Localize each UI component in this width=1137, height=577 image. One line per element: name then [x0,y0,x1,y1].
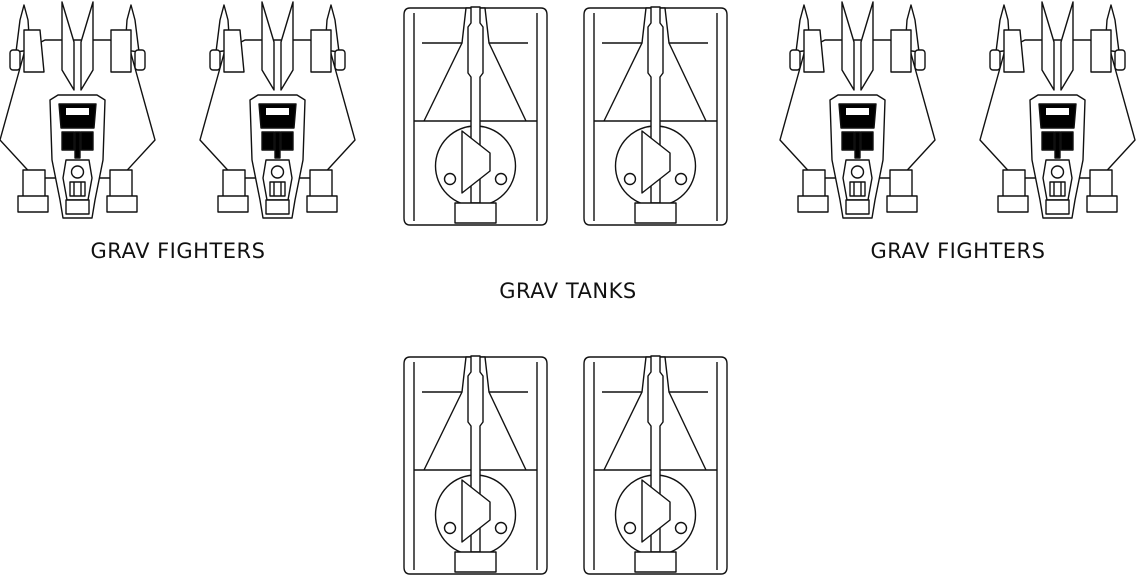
grav-fighter-icon [0,1,156,219]
grav-tank-icon [403,6,548,226]
grav-tank-icon [403,355,548,575]
grav-tank-icon [583,355,728,575]
grav-tank-icon [583,6,728,226]
left-group-label: GRAV FIGHTERS [90,239,266,263]
grav-fighter-icon [779,1,936,219]
grav-fighter-icon [199,1,356,219]
grav-fighter-icon [979,1,1136,219]
center-group-label: GRAV TANKS [499,279,637,303]
right-group-label: GRAV FIGHTERS [870,239,1046,263]
